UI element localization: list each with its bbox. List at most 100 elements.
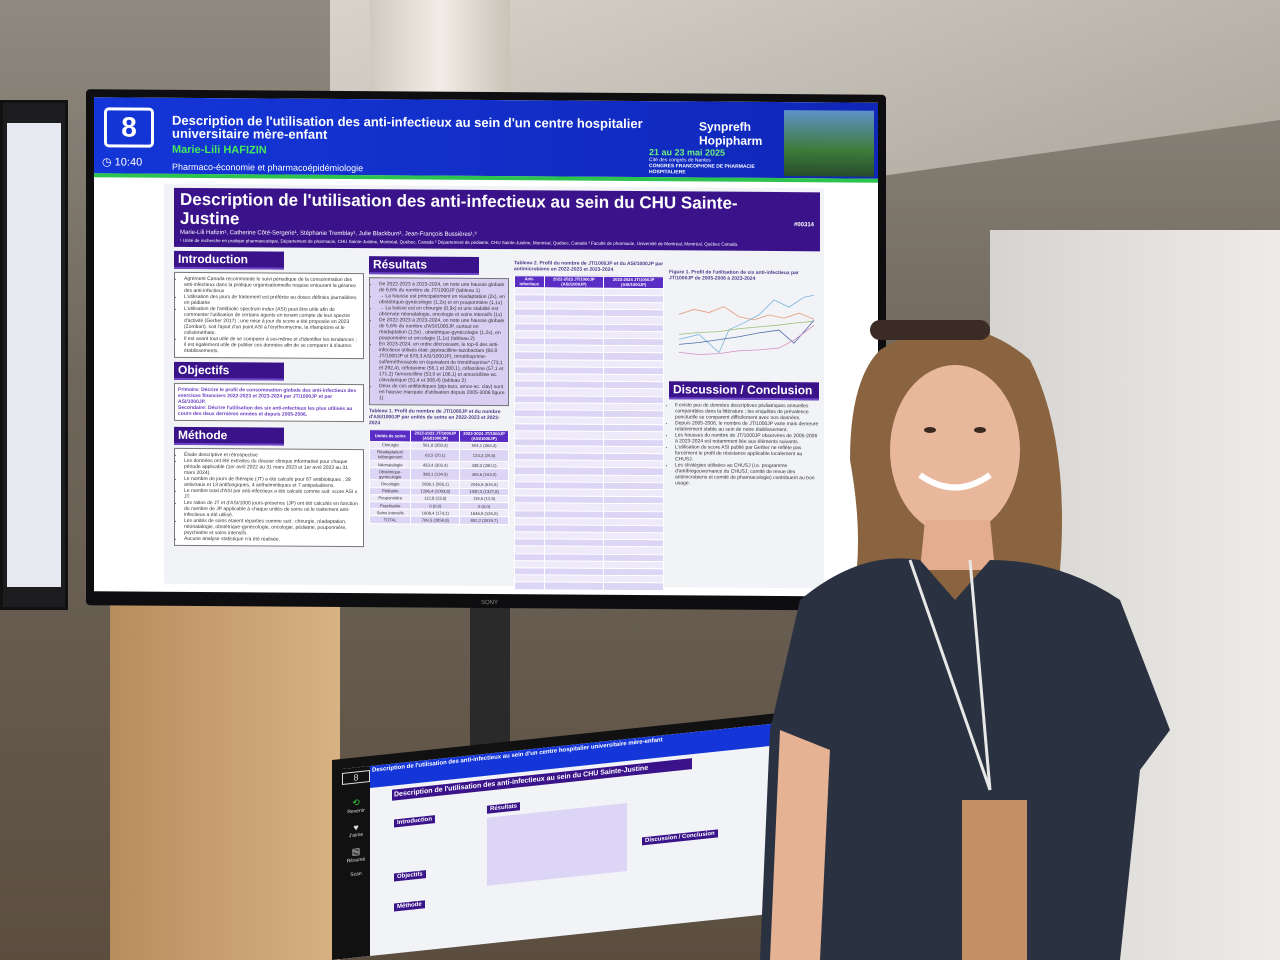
intro-bullet: L'utilisation de l'antibiotic spectrum i…	[184, 305, 360, 336]
middle-column: Résultats De 2022-2023 à 2023-2024, on n…	[369, 255, 509, 525]
introduction-list: Agrément Canada recommande le suivi péri…	[174, 271, 364, 359]
methode-heading: Méthode	[174, 426, 284, 446]
left-column: Introduction Agrément Canada recommande …	[174, 250, 364, 547]
right-column: Figure 1. Profil de l'utilisation de six…	[669, 266, 819, 487]
label: Revenir	[347, 807, 365, 816]
tablet-results-box	[487, 802, 627, 886]
table-row: TOTAL 799,5 (2859,8) 852,2 (3019,7)	[369, 516, 509, 525]
poster-monitor: 8 ◷ 10:40 Description de l'utilisation d…	[86, 89, 886, 611]
table2-column: Tableau 2. Profil du nombre de JT/1000JP…	[514, 257, 664, 591]
back-icon: ⟲	[352, 797, 360, 808]
methode-bullet: Les ratios de JT et d'ASI/1000 jours-pré…	[184, 499, 360, 518]
eye	[924, 427, 936, 433]
intro-bullet: Agrément Canada recommande le suivi péri…	[184, 275, 360, 294]
poster-id: #00314	[793, 222, 814, 229]
arm	[770, 730, 830, 960]
poster-title: Description de l'utilisation des anti-in…	[180, 189, 738, 229]
series-line	[678, 320, 815, 335]
wooden-panel	[110, 605, 340, 960]
objectif-secondary: Secondaire: Décrire l'utilisation des si…	[178, 404, 353, 418]
tablet-scan-button[interactable]: Scan	[342, 870, 370, 879]
table-row: Réadaptation/ hébergement 63,5 (20,1) 124,…	[369, 448, 509, 462]
tablet-heading: Méthode	[394, 900, 425, 912]
neck	[920, 520, 995, 570]
table-cell: 398,1 (134,5)	[410, 468, 460, 481]
tablet-heading: Discussion / Conclusion	[642, 829, 718, 846]
session-time: 10:40	[114, 156, 143, 169]
tablet-like-button[interactable]: ♥ J'aime	[342, 821, 370, 840]
sunglasses-on-head	[870, 320, 990, 340]
table2-header: 2023-2024 JT/1000JP (ASI/1000JP)	[603, 275, 664, 289]
table1: Unités de soins 2022-2023 JT/1000JP (ASI/…	[369, 429, 509, 525]
badge-holder	[962, 800, 1027, 960]
table-cell: 124,3 (25,6)	[459, 449, 509, 462]
table-cell: 463,6 (163,0)	[459, 468, 509, 482]
session-banner: 8 ◷ 10:40 Description de l'utilisation d…	[94, 97, 878, 183]
table1-header: 2022-2023 JT/1000JP (ASI/1000JP)	[410, 429, 460, 443]
table1-header: 2023-2024 JT/1000JP (ASI/1000JP)	[459, 429, 509, 443]
document-icon: ▤	[351, 846, 361, 857]
table-cell: 799,5 (2859,8)	[410, 516, 460, 524]
label: Scan	[350, 870, 362, 879]
banner-title: Description de l'utilisation des anti-in…	[172, 112, 643, 142]
resultats-heading: Résultats	[369, 255, 479, 275]
tablet-heading: Introduction	[394, 815, 435, 828]
table-cell: Réadaptation/ hébergement	[369, 448, 411, 462]
resultats-bullet: De 2022-2023 à 2023-2024, on note une ha…	[379, 317, 505, 342]
tablet-back-button[interactable]: ⟲ Revenir	[342, 796, 370, 816]
heart-icon: ♥	[353, 822, 359, 833]
methode-bullet: Le nombre de jours de thérapie (JT) a ét…	[184, 475, 360, 488]
side-monitor	[0, 100, 68, 610]
label: Résumé	[346, 856, 366, 865]
congress-logos: Synprefh Hopipharm	[699, 119, 763, 148]
congress-info: 21 au 23 mai 2025 Cité des congrès de Na…	[649, 147, 779, 176]
monitor-brand: SONY	[481, 599, 499, 607]
objectif-primary: Primaire: Décrire le profil de consommat…	[178, 386, 357, 405]
resultats-list: De 2022-2023 à 2023-2024, on note une ha…	[369, 276, 509, 406]
poster-header: Description de l'utilisation des anti-in…	[174, 187, 820, 251]
table-cell: TOTAL	[369, 516, 411, 524]
smile	[918, 472, 992, 491]
banner-author: Marie-Lili HAFIZIN	[172, 143, 267, 157]
methode-bullet: Les unités de soins étaient réparties co…	[184, 517, 360, 536]
objectifs-box: Primaire: Décrire le profil de consommat…	[174, 382, 364, 422]
table2-header: 2022-2023 JT/1000JP (ASI/1000JP)	[544, 275, 604, 289]
series-line	[678, 294, 815, 353]
series-line	[678, 324, 815, 355]
table2: Anti-infectieux 2022-2023 JT/1000JP (ASI/…	[514, 275, 664, 591]
resultats-bullet: → La hausse est principalement en réadap…	[379, 293, 505, 306]
monitor-screen: 8 ◷ 10:40 Description de l'utilisation d…	[94, 97, 878, 597]
table-cell: 63,5 (20,1)	[410, 448, 460, 462]
tablet-session-number: 8	[342, 770, 370, 785]
series-line	[678, 319, 815, 345]
banner-theme: Pharmaco-économie et pharmacoépidémiolog…	[172, 161, 364, 174]
table2-caption: Tableau 2. Profil du nombre de JT/1000JP…	[514, 259, 664, 273]
resultats-bullet: En 2023-2024, en ordre décroissant, le t…	[379, 341, 505, 384]
session-number: 8	[104, 107, 154, 148]
table-cell: Obstétrique-gynécologie	[369, 467, 411, 481]
venue-photo	[784, 110, 874, 177]
table-row: Obstétrique-gynécologie 398,1 (134,5) 463,…	[369, 467, 509, 482]
denim-dress	[760, 558, 1170, 960]
methode-bullet: Les données ont été extraites du dossier…	[184, 457, 360, 476]
tablet-heading: Résultats	[487, 802, 521, 814]
eye	[974, 427, 986, 433]
label: J'aime	[348, 831, 364, 840]
table-row	[514, 582, 664, 591]
tablet-summary-button[interactable]: ▤ Résumé	[342, 845, 370, 865]
lanyard	[908, 559, 992, 791]
clock-icon-time: ◷ 10:40	[102, 156, 143, 169]
table-cell: 852,2 (3019,7)	[459, 516, 509, 525]
face	[890, 365, 1020, 535]
figure1-caption: Figure 1. Profil de l'utilisation de six…	[669, 268, 799, 282]
methode-list: Étude descriptive et rétrospective Les d…	[174, 447, 364, 547]
presenter-person	[760, 320, 1170, 960]
figure1-line-chart	[678, 294, 815, 355]
resultats-bullet: De 2022-2023 à 2023-2024, on note une ha…	[379, 281, 505, 294]
table1-caption: Tableau 1. Profil du nombre de JT/1000JP…	[369, 407, 501, 426]
intro-bullet: Il est avant tout utile de se comparer à…	[184, 335, 360, 354]
objectifs-heading: Objectifs	[174, 361, 284, 381]
congress-name: CONGRES FRANCOPHONE DE PHARMACIE HOSPITA…	[649, 163, 755, 176]
resultats-bullet: Deux de ces antibiotiques (pip-tazo, amo…	[379, 383, 505, 402]
table1-header: Unités de soins	[369, 429, 411, 442]
